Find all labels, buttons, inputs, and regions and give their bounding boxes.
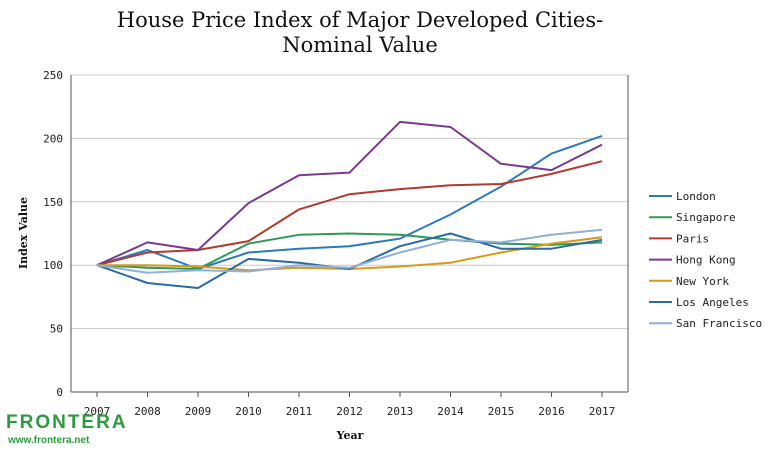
- legend-label-london: London: [676, 190, 716, 203]
- x-tick-label: 2014: [437, 405, 464, 418]
- y-tick-label: 50: [50, 323, 63, 336]
- legend-label-singapore: Singapore: [676, 211, 736, 224]
- chart-title: House Price Index of Major Developed Cit…: [116, 8, 604, 57]
- x-tick-labels: 2007 2008 2009 2010 2011 2012 2013 2014 2015 2016…: [84, 405, 616, 418]
- x-tick-label: 2008: [134, 405, 161, 418]
- y-tick-label: 200: [43, 132, 63, 145]
- y-tick-label: 250: [43, 69, 63, 82]
- series-line-paris: [96, 160, 603, 267]
- legend-label-hong-kong: Hong Kong: [676, 254, 736, 267]
- brand-logo: FRONTERA: [6, 412, 128, 433]
- x-tick-label: 2015: [488, 405, 515, 418]
- y-tick-label: 0: [56, 386, 63, 399]
- x-tick-label: 2017: [589, 405, 616, 418]
- legend-label-los-angeles: Los Angeles: [676, 296, 749, 309]
- x-tick-label: 2016: [538, 405, 565, 418]
- y-axis-label: Index Value: [17, 197, 30, 269]
- x-tick-label: 2009: [185, 405, 212, 418]
- series-line-london: [96, 134, 603, 270]
- x-tick-label: 2007: [84, 405, 111, 418]
- y-tick-labels: 0 50 100 150 200 250: [43, 69, 63, 399]
- series-line-singapore: [96, 232, 603, 270]
- series-line-san-francisco: [96, 228, 603, 274]
- axes: [70, 75, 629, 397]
- x-tick-label: 2011: [286, 405, 313, 418]
- x-tick-label: 2010: [235, 405, 262, 418]
- brand-url: www.frontera.net: [8, 435, 90, 446]
- x-axis-label: Year: [336, 429, 364, 442]
- legend: London Singapore Paris Hong Kong New York Los…: [649, 190, 762, 330]
- y-tick-label: 150: [43, 196, 63, 209]
- y-tick-label: 100: [43, 259, 63, 272]
- series-line-los-angeles: [96, 232, 603, 289]
- legend-label-paris: Paris: [676, 232, 709, 245]
- x-tick-label: 2013: [387, 405, 414, 418]
- x-tick-label: 2012: [336, 405, 363, 418]
- series-lines: [96, 120, 603, 289]
- legend-label-new-york: New York: [676, 275, 729, 288]
- legend-label-san-francisco: San Francisco: [676, 317, 762, 330]
- series-line-hong-kong: [96, 120, 603, 267]
